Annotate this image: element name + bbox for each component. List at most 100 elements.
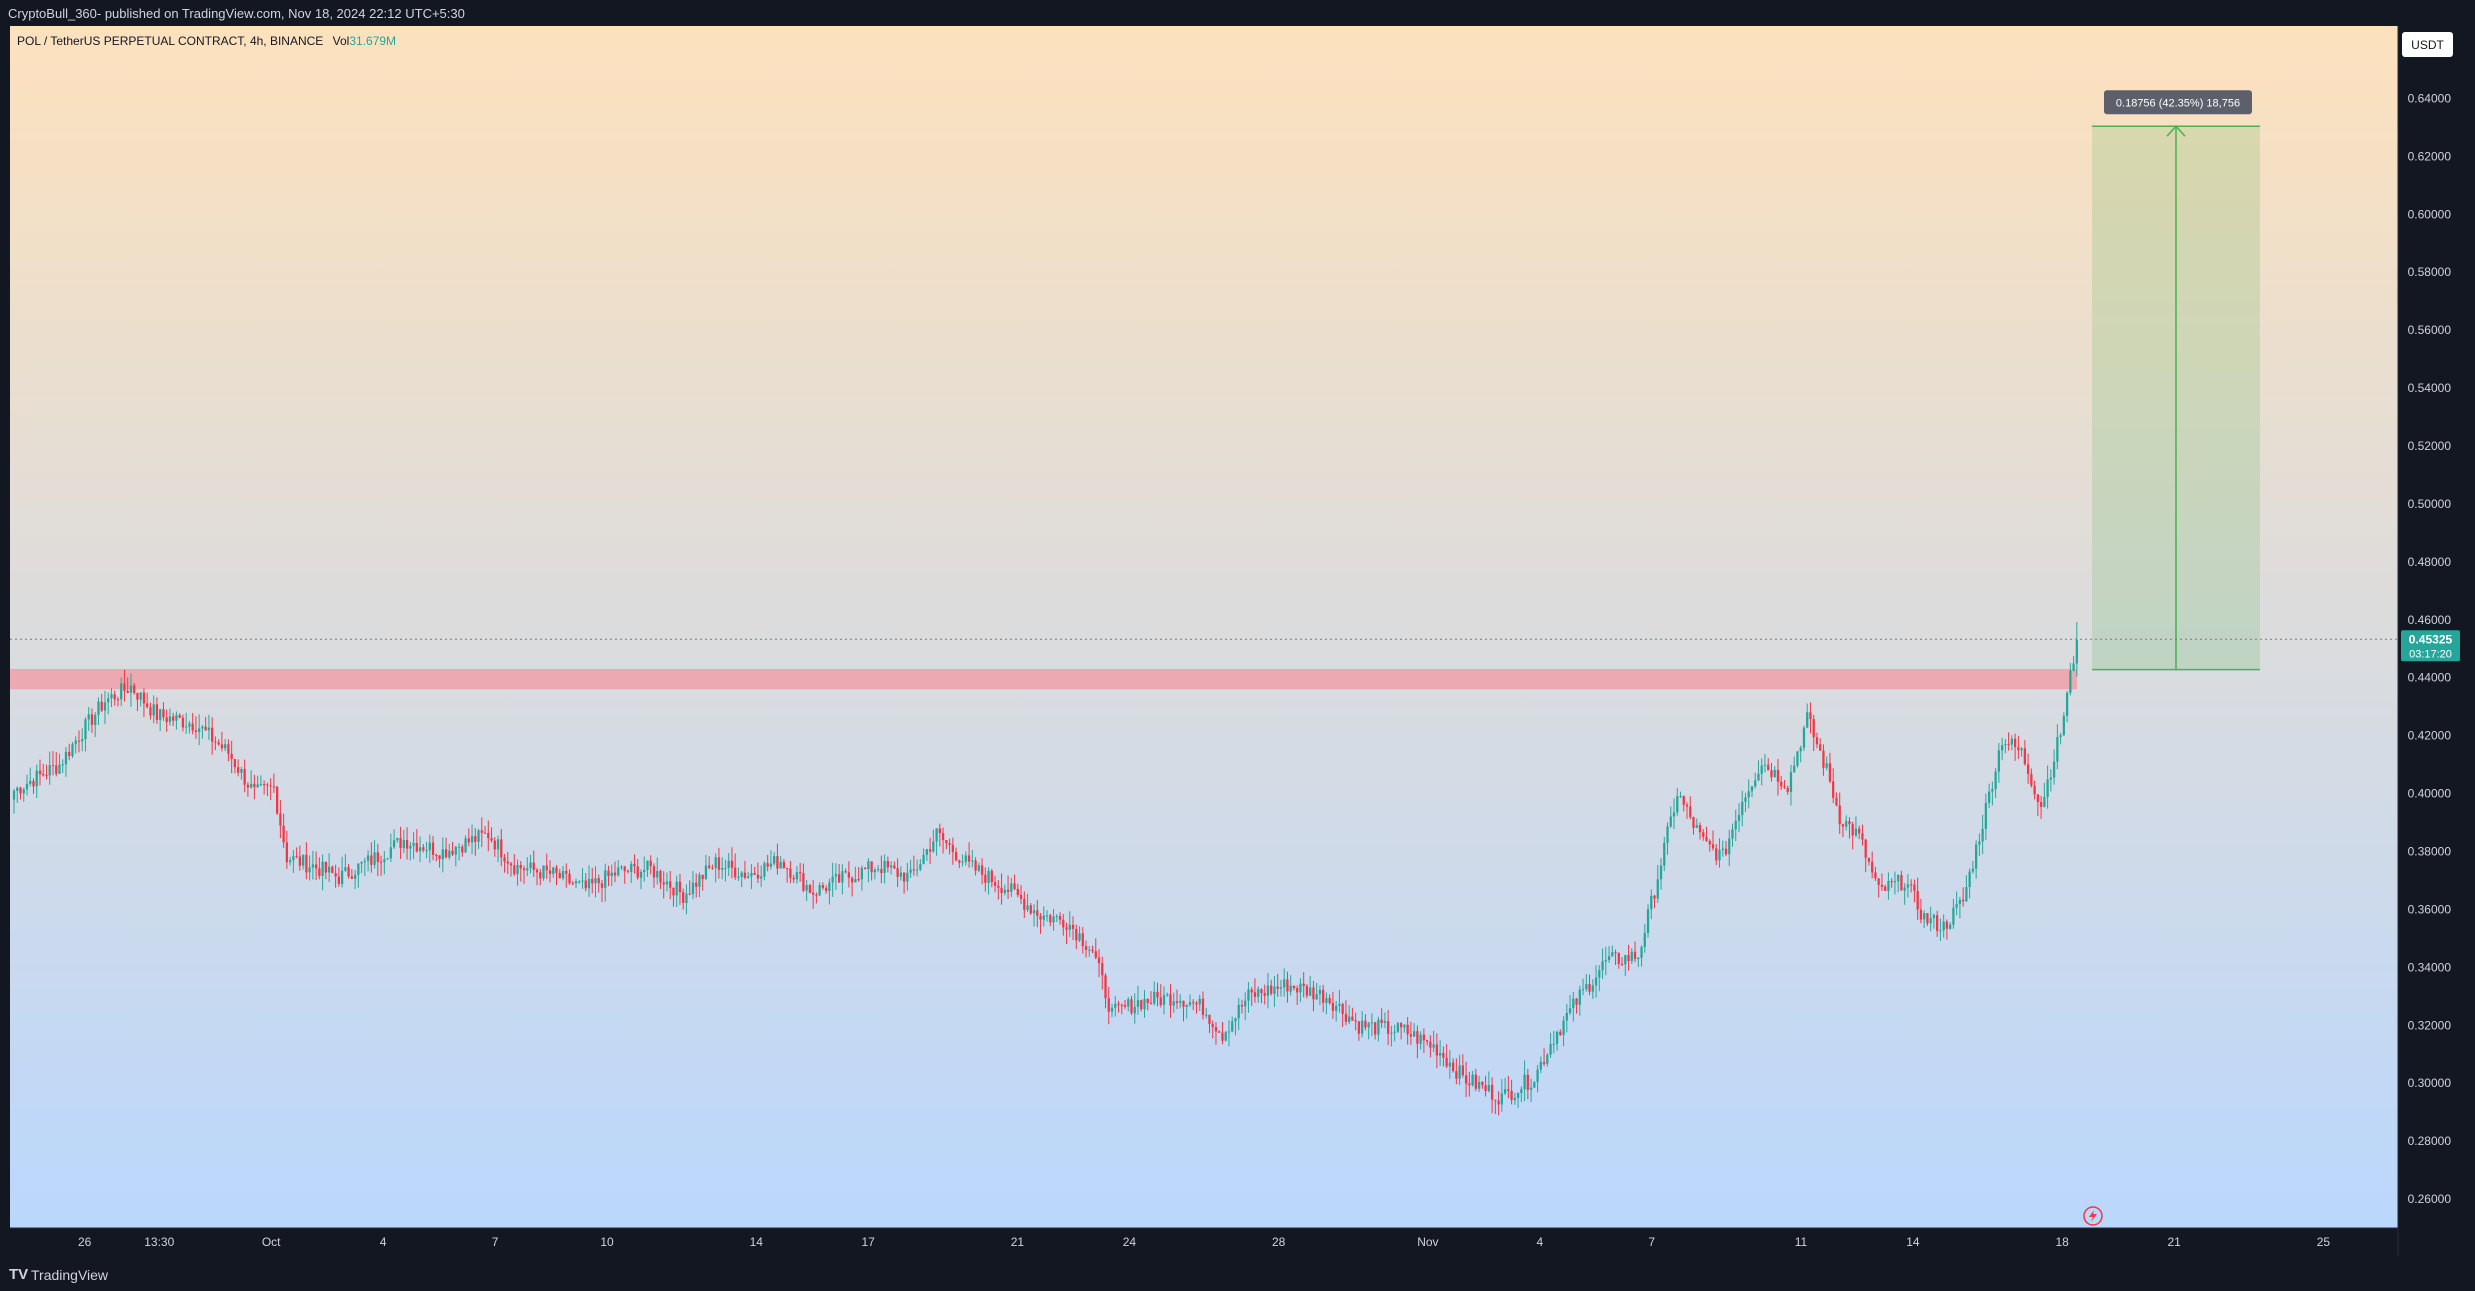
candle-body	[1832, 781, 1835, 798]
candle-body	[340, 870, 344, 885]
candle-body	[129, 685, 133, 693]
resistance-zone[interactable]	[10, 668, 2078, 690]
candle-body	[1877, 878, 1880, 885]
currency-label[interactable]: USDT	[2402, 32, 2453, 57]
tradingview-logo-icon[interactable]: TV	[9, 1266, 29, 1283]
candle-body	[932, 841, 935, 852]
symbol-label[interactable]: POL / TetherUS PERPETUAL CONTRACT, 4h, B…	[17, 34, 324, 48]
candle-body	[854, 879, 857, 883]
candle-body	[1861, 833, 1864, 840]
candle-body	[1757, 773, 1760, 781]
candle-body	[493, 840, 496, 850]
candle-body	[1244, 1000, 1247, 1007]
candle-body	[1887, 881, 1890, 891]
candle-body	[1367, 1023, 1370, 1028]
candle-body	[1776, 770, 1780, 782]
candle-body	[1958, 899, 1962, 905]
lightning-icon[interactable]	[2083, 1206, 2103, 1226]
candle-body	[376, 852, 379, 862]
candle-body	[1994, 771, 1997, 790]
candle-body	[1403, 1024, 1406, 1028]
candle-body	[1289, 985, 1292, 992]
candle-body	[1149, 1002, 1153, 1004]
candle-body	[1409, 1034, 1413, 1037]
candle-body	[1435, 1044, 1439, 1056]
candle-body	[948, 843, 951, 845]
candle-body	[344, 867, 347, 871]
candle-body	[1494, 1099, 1497, 1101]
candle-body	[1010, 883, 1013, 892]
candle-body	[1646, 909, 1650, 933]
time-tick-label: 7	[492, 1235, 499, 1249]
candle-body	[1422, 1034, 1426, 1041]
candle-body	[188, 723, 191, 727]
candle-body	[1809, 712, 1812, 720]
candle-body	[1464, 1075, 1468, 1084]
candle-body	[545, 865, 548, 871]
measure-tool[interactable]: 0.18756 (42.35%) 18,756	[2092, 90, 2260, 671]
candle-body	[1552, 1043, 1555, 1045]
candle-body	[1380, 1019, 1383, 1023]
candle-body	[1581, 989, 1585, 991]
brand-name[interactable]: TradingView	[31, 1267, 109, 1283]
candle-body	[620, 866, 623, 868]
candle-body	[1536, 1069, 1539, 1083]
candle-body	[1162, 995, 1166, 1005]
candle-body	[1374, 1022, 1377, 1035]
candle-body	[1932, 915, 1936, 919]
candle-body	[509, 863, 513, 866]
candle-body	[1257, 989, 1260, 997]
candle-body	[496, 839, 500, 850]
time-axis[interactable]: 26 13:30 Oct 4 7 10 14 17 21 24 28 Nov 4 7 11 14 18 21 25	[78, 1235, 2330, 1249]
candle-body	[1656, 879, 1659, 899]
price-tick-label: 0.34000	[2408, 960, 2452, 974]
candle-body	[142, 692, 146, 704]
time-axis-background	[10, 1228, 2398, 1256]
candle-body	[928, 849, 932, 852]
price-axis[interactable]: 0.64000 0.62000 0.60000 0.58000 0.56000 0.540…	[2408, 91, 2452, 1206]
candle-body	[1737, 815, 1741, 821]
candle-body	[626, 871, 630, 873]
candle-body	[922, 854, 925, 865]
candle-body	[1263, 993, 1266, 996]
candle-body	[747, 876, 750, 878]
candle-body	[912, 869, 915, 871]
candle-body	[1429, 1041, 1432, 1048]
candle-body	[691, 882, 695, 895]
candle-body	[1728, 838, 1731, 855]
candle-body	[1097, 957, 1101, 964]
candle-body	[483, 832, 487, 834]
candle-body	[863, 867, 867, 870]
candle-body	[847, 872, 851, 878]
candle-body	[295, 856, 298, 858]
chart-legend[interactable]: POL / TetherUS PERPETUAL CONTRACT, 4h, B…	[17, 34, 396, 48]
candle-body	[659, 870, 662, 883]
candle-body	[162, 709, 165, 718]
candle-body	[1533, 1082, 1536, 1088]
candle-body	[799, 872, 802, 874]
candle-body	[786, 868, 789, 870]
candle-body	[1822, 750, 1825, 768]
candle-body	[29, 780, 32, 784]
candle-body	[207, 727, 211, 731]
candle-body	[1507, 1089, 1510, 1091]
candle-body	[1620, 963, 1624, 965]
candle-body	[256, 784, 259, 788]
candle-body	[1952, 907, 1955, 925]
candle-body	[795, 872, 799, 880]
candle-body	[698, 874, 701, 887]
candle-body	[1328, 998, 1331, 1003]
candle-body	[90, 714, 94, 725]
time-tick-label: 13:30	[144, 1235, 174, 1249]
candle-body	[740, 872, 743, 878]
time-tick-label: 28	[1272, 1235, 1286, 1249]
candle-body	[701, 874, 704, 880]
candle-body	[630, 863, 633, 872]
candle-body	[2075, 640, 2078, 664]
candle-body	[1247, 989, 1250, 1001]
candle-body	[1351, 1016, 1354, 1021]
candle-body	[1406, 1024, 1409, 1035]
last-price-value: 0.45325	[2409, 632, 2453, 646]
candle-body	[35, 770, 38, 787]
